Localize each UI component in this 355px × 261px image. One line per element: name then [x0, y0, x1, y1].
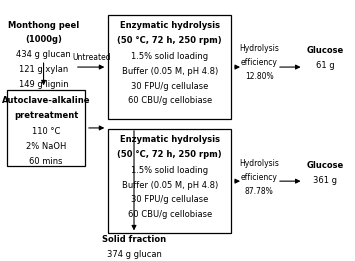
Text: 374 g glucan: 374 g glucan — [106, 250, 162, 259]
Text: efficiency: efficiency — [241, 58, 278, 67]
Text: Enzymatic hydrolysis: Enzymatic hydrolysis — [120, 21, 220, 30]
Text: Hydrolysis: Hydrolysis — [239, 44, 279, 52]
Text: 2% NaOH: 2% NaOH — [26, 142, 66, 151]
Text: Autoclave-alkaline: Autoclave-alkaline — [2, 96, 91, 105]
Text: Glucose: Glucose — [307, 46, 344, 55]
Text: Monthong peel: Monthong peel — [8, 21, 79, 29]
Text: 30 FPU/g cellulase: 30 FPU/g cellulase — [131, 195, 208, 204]
Text: (50 °C, 72 h, 250 rpm): (50 °C, 72 h, 250 rpm) — [118, 36, 222, 45]
Text: Buffer (0.05 M, pH 4.8): Buffer (0.05 M, pH 4.8) — [121, 181, 218, 190]
Text: 87.78%: 87.78% — [245, 187, 274, 196]
Text: 60 CBU/g cellobiase: 60 CBU/g cellobiase — [127, 210, 212, 219]
Text: 361 g: 361 g — [313, 176, 337, 185]
Text: (1000g): (1000g) — [25, 35, 62, 44]
Text: Untreated: Untreated — [72, 53, 110, 62]
Text: 30 FPU/g cellulase: 30 FPU/g cellulase — [131, 82, 208, 91]
Text: (50 °C, 72 h, 250 rpm): (50 °C, 72 h, 250 rpm) — [118, 150, 222, 159]
Text: efficiency: efficiency — [241, 173, 278, 182]
Text: 12.80%: 12.80% — [245, 72, 274, 81]
Text: 60 mins: 60 mins — [29, 157, 63, 165]
Text: 149 g lignin: 149 g lignin — [19, 80, 69, 89]
Text: Solid fraction: Solid fraction — [102, 235, 166, 244]
Text: pretreatment: pretreatment — [14, 111, 78, 120]
FancyBboxPatch shape — [108, 15, 231, 119]
Text: 1.5% solid loading: 1.5% solid loading — [131, 52, 208, 61]
Text: 121 g xylan: 121 g xylan — [19, 65, 68, 74]
FancyBboxPatch shape — [108, 129, 231, 233]
Text: Hydrolysis: Hydrolysis — [239, 159, 279, 168]
Text: Buffer (0.05 M, pH 4.8): Buffer (0.05 M, pH 4.8) — [121, 67, 218, 76]
Text: 61 g: 61 g — [316, 61, 335, 70]
Text: 110 °C: 110 °C — [32, 127, 60, 136]
Text: 1.5% solid loading: 1.5% solid loading — [131, 166, 208, 175]
Text: 434 g glucan: 434 g glucan — [16, 50, 71, 59]
Text: Enzymatic hydrolysis: Enzymatic hydrolysis — [120, 135, 220, 144]
FancyBboxPatch shape — [7, 90, 85, 166]
Text: 60 CBU/g cellobiase: 60 CBU/g cellobiase — [127, 97, 212, 105]
Text: Glucose: Glucose — [307, 161, 344, 170]
